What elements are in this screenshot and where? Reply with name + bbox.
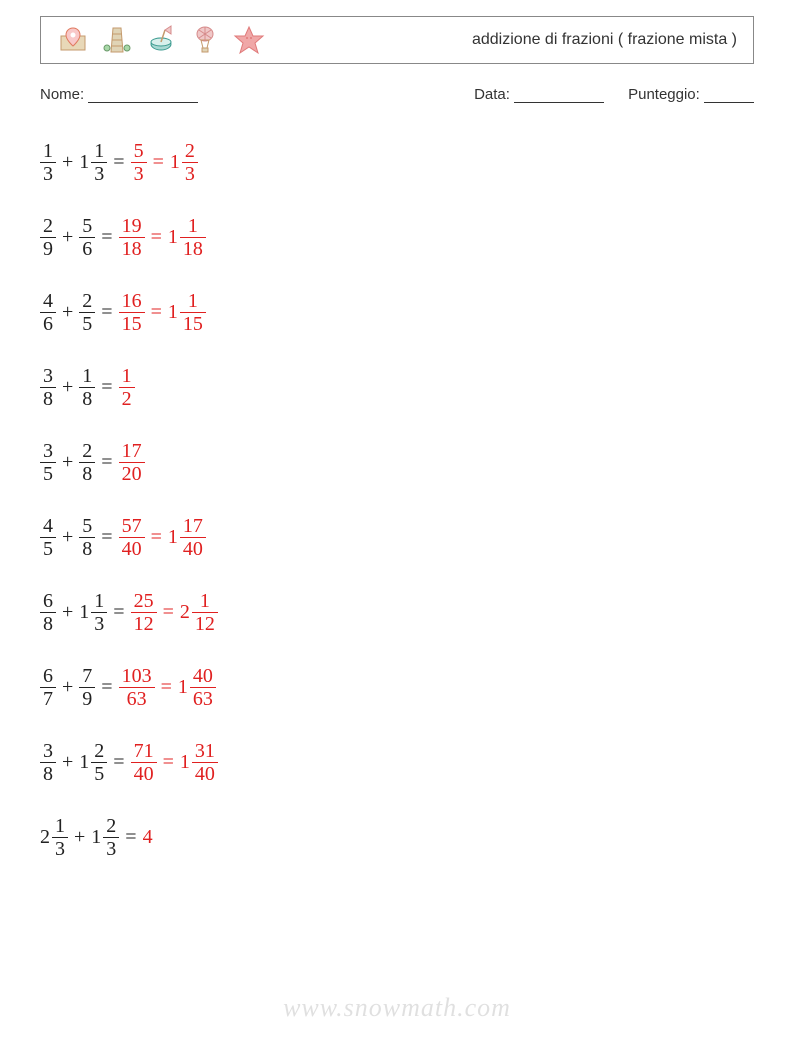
problem-lhs: 29+56 — [40, 215, 95, 260]
problems-list: 13+113 = 53=123 29+56 = 1918=1118 46+25 = 1615=1… — [40, 140, 218, 860]
balloon-icon — [189, 24, 221, 56]
date-label: Data: — [474, 86, 510, 103]
tower-icon — [101, 24, 133, 56]
problem-lhs: 45+58 — [40, 515, 95, 560]
score-field: Punteggio: — [628, 86, 754, 103]
equals-sign: = — [101, 451, 112, 474]
equals-sign: = — [113, 601, 124, 624]
problem-lhs: 35+28 — [40, 440, 95, 485]
worksheet-header: addizione di frazioni ( frazione mista ) — [40, 16, 754, 64]
problem-row: 213+123 = 4 — [40, 815, 218, 860]
problem-lhs: 67+79 — [40, 665, 95, 710]
problem-lhs: 38+125 — [40, 740, 107, 785]
problem-row: 45+58 = 5740=11740 — [40, 515, 218, 560]
problem-row: 29+56 = 1918=1118 — [40, 215, 218, 260]
problem-row: 35+28 = 1720 — [40, 440, 218, 485]
problem-row: 46+25 = 1615=1115 — [40, 290, 218, 335]
problem-answer: 5740=11740 — [119, 515, 206, 560]
equals-sign: = — [101, 676, 112, 699]
score-label: Punteggio: — [628, 86, 700, 103]
drink-icon — [145, 24, 177, 56]
problem-lhs: 68+113 — [40, 590, 107, 635]
problem-answer: 4 — [143, 826, 153, 849]
equals-sign: = — [101, 226, 112, 249]
problem-lhs: 213+123 — [40, 815, 119, 860]
problem-answer: 2512=2112 — [131, 590, 218, 635]
name-field: Nome: — [40, 86, 198, 103]
starfish-icon — [233, 24, 265, 56]
problem-lhs: 13+113 — [40, 140, 107, 185]
name-blank[interactable] — [88, 102, 198, 103]
problem-lhs: 38+18 — [40, 365, 95, 410]
equals-sign: = — [113, 151, 124, 174]
name-label: Nome: — [40, 86, 84, 103]
problem-answer: 10363=14063 — [119, 665, 216, 710]
problem-lhs: 46+25 — [40, 290, 95, 335]
equals-sign: = — [125, 826, 136, 849]
meta-row: Nome: Data: Punteggio: — [40, 86, 754, 103]
problem-row: 13+113 = 53=123 — [40, 140, 218, 185]
problem-row: 67+79 = 10363=14063 — [40, 665, 218, 710]
problem-row: 38+125 = 7140=13140 — [40, 740, 218, 785]
watermark: www.snowmath.com — [0, 993, 794, 1023]
problem-answer: 12 — [119, 365, 135, 410]
problem-row: 68+113 = 2512=2112 — [40, 590, 218, 635]
problem-answer: 1615=1115 — [119, 290, 206, 335]
problem-answer: 1720 — [119, 440, 145, 485]
problem-answer: 7140=13140 — [131, 740, 218, 785]
problem-answer: 1918=1118 — [119, 215, 206, 260]
worksheet-title: addizione di frazioni ( frazione mista ) — [472, 31, 737, 49]
problem-answer: 53=123 — [131, 140, 198, 185]
map-pin-icon — [57, 24, 89, 56]
problem-row: 38+18 = 12 — [40, 365, 218, 410]
header-icons — [57, 24, 265, 56]
equals-sign: = — [101, 376, 112, 399]
date-blank[interactable] — [514, 102, 604, 103]
equals-sign: = — [101, 301, 112, 324]
date-field: Data: — [474, 86, 604, 103]
score-blank[interactable] — [704, 102, 754, 103]
equals-sign: = — [101, 526, 112, 549]
equals-sign: = — [113, 751, 124, 774]
